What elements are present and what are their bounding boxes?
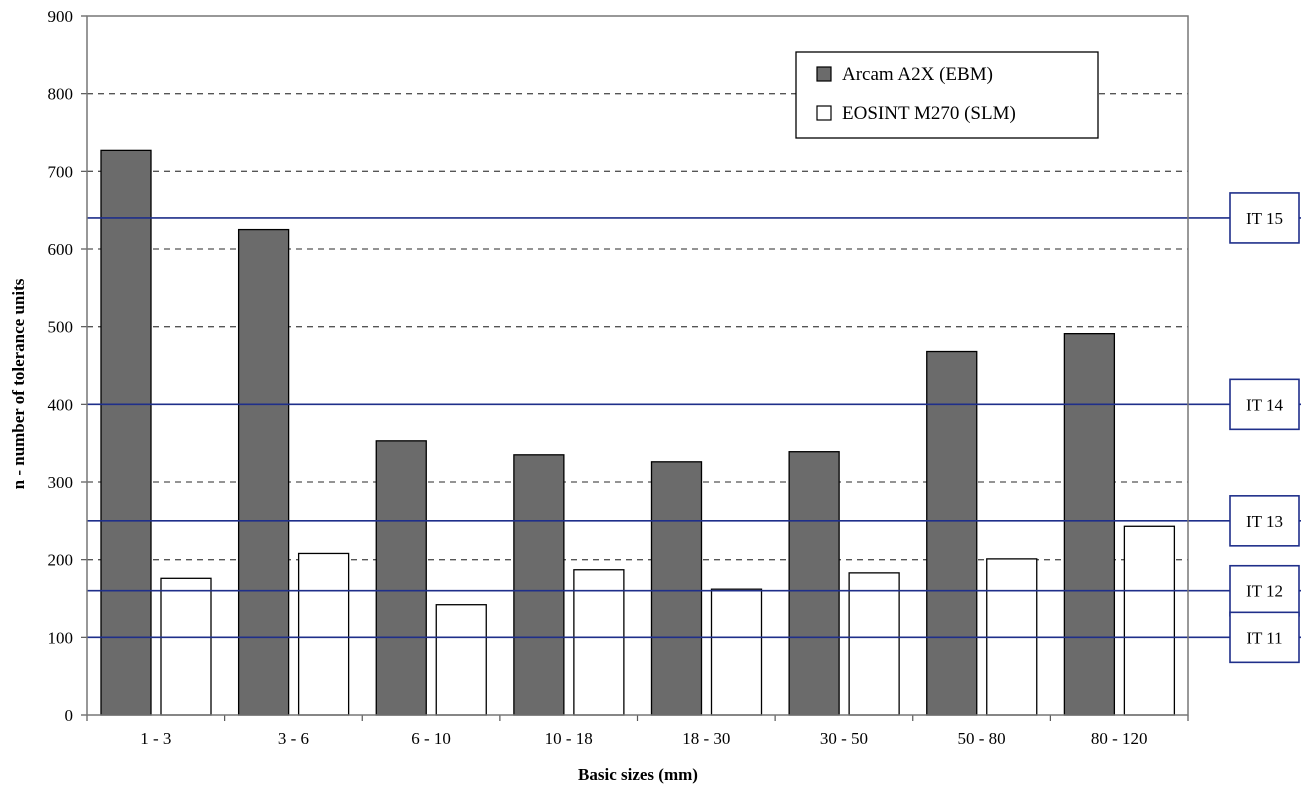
bar-slm-5	[848, 572, 900, 716]
legend-label: Arcam A2X (EBM)	[842, 64, 993, 85]
legend: Arcam A2X (EBM) EOSINT M270 (SLM)	[795, 51, 1099, 139]
bar-slm-1	[297, 552, 350, 716]
legend-box	[795, 51, 1099, 139]
axes	[81, 15, 1189, 721]
x-tick-label: 6 - 10	[411, 729, 451, 748]
y-tick-labels: 0 100 200 300 400 500 600 700 800 900	[48, 7, 74, 725]
bar-ebm-6	[926, 350, 978, 716]
reference-label: IT 13	[1246, 512, 1283, 531]
y-tick-label: 400	[48, 395, 74, 414]
y-tick-label: 100	[48, 628, 74, 647]
bar-ebm-4	[650, 461, 703, 716]
reference-label: IT 11	[1246, 628, 1282, 647]
y-tick-label: 500	[48, 318, 74, 337]
reference-label-box	[1229, 192, 1300, 244]
y-tick-label: 600	[48, 240, 74, 259]
y-tick-label: 800	[48, 85, 74, 104]
reference-label-box	[1229, 378, 1300, 431]
legend-label: EOSINT M270 (SLM)	[842, 103, 1016, 124]
bar-ebm-5	[788, 451, 840, 716]
reference-label: IT 14	[1246, 395, 1283, 414]
bar-ebm-3	[513, 454, 565, 716]
y-tick-label: 900	[48, 7, 74, 26]
y-tick-label: 0	[65, 706, 74, 725]
plot-frame	[86, 15, 1189, 716]
x-tick-label: 30 - 50	[820, 729, 868, 748]
bar-ebm-7	[1063, 333, 1116, 716]
legend-swatch	[816, 105, 832, 121]
x-tick-label: 3 - 6	[278, 729, 309, 748]
x-tick-label: 1 - 3	[140, 729, 171, 748]
reference-lines: IT 15 IT 14 IT 13 IT 12 IT 11	[87, 192, 1301, 664]
bars	[100, 149, 1176, 716]
y-tick-label: 300	[48, 473, 74, 492]
x-tick-labels: 1 - 3 3 - 6 6 - 10 10 - 18 18 - 30 30 - 50 50 …	[140, 729, 1147, 748]
reference-label-box	[1229, 611, 1300, 664]
x-tick-label: 18 - 30	[682, 729, 730, 748]
bar-ebm-0	[100, 149, 152, 716]
y-tick-label: 700	[48, 162, 74, 181]
reference-label: IT 12	[1246, 582, 1283, 601]
x-tick-label: 10 - 18	[545, 729, 593, 748]
bar-ebm-2	[375, 440, 427, 716]
reference-label-box	[1229, 564, 1300, 617]
legend-swatch	[816, 66, 832, 82]
y-tick-label: 200	[48, 551, 74, 570]
x-axis-title: Basic sizes (mm)	[578, 765, 698, 784]
x-tick-label: 50 - 80	[957, 729, 1005, 748]
bar-slm-7	[1123, 525, 1176, 716]
bar-slm-4	[710, 588, 763, 716]
y-axis-title: n - number of tolerance units	[9, 278, 28, 489]
bar-slm-0	[160, 577, 212, 716]
reference-label: IT 15	[1246, 209, 1283, 228]
reference-label-box	[1229, 495, 1300, 547]
bar-ebm-1	[237, 228, 290, 716]
x-tick-label: 80 - 120	[1091, 729, 1148, 748]
bar-slm-3	[573, 569, 625, 716]
bar-slm-2	[435, 604, 487, 716]
